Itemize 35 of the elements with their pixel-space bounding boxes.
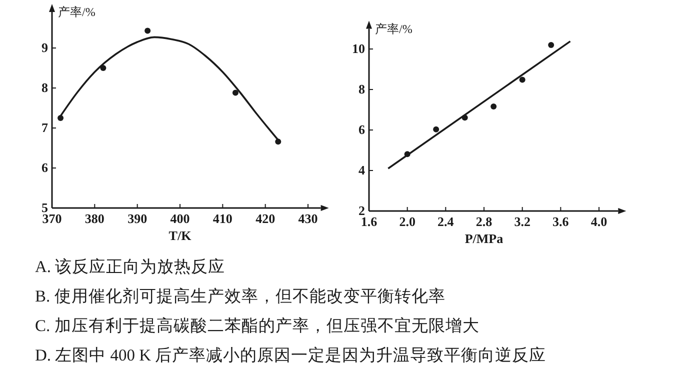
x-tick-label: 2.8 (476, 214, 493, 229)
point (58, 115, 64, 121)
text: C. 加压有利于提高碳酸二苯酯的产率，但压强不宜无限增大 (35, 316, 480, 335)
x-tick-label: 410 (212, 211, 232, 226)
y-tick-label: 10 (352, 41, 365, 56)
text: B. 使用催化剂可提高生产效率，但不能改变平衡转化率 (35, 286, 446, 306)
x-tick-label: 380 (84, 211, 104, 226)
x-axis-title: P/MPa (464, 231, 504, 246)
x-tick-label: 3.2 (514, 214, 530, 229)
x-tick-label: 2.0 (399, 214, 416, 229)
point (232, 90, 238, 96)
point (519, 76, 526, 83)
x-tick-label: 420 (256, 211, 276, 226)
y-axis-title: 产率/% (375, 22, 412, 36)
x-tick-label: 390 (128, 211, 148, 226)
y-tick-label: 7 (42, 120, 48, 135)
y-tick-label: 4 (358, 162, 366, 178)
y-tick-label: 8 (42, 80, 48, 95)
y-tick-label: 9 (42, 40, 48, 55)
x-axis-title: T/K (168, 228, 192, 243)
text: D. 左图中 400 K 后产率减小的原因一定是因为升温导致平衡向逆反应 (35, 346, 546, 364)
y-tick-label: 6 (42, 160, 48, 175)
x-tick-label: 3.6 (552, 214, 570, 229)
y-tick-label: 6 (358, 122, 366, 137)
point (433, 126, 440, 132)
text: A. 该反应正向为放热反应 (35, 257, 226, 276)
x-tick-label: 400 (170, 211, 190, 226)
x-tick-label: 430 (298, 211, 318, 226)
y-axis-title: 产率/% (58, 5, 96, 19)
point (144, 28, 151, 34)
x-tick-label: 4.0 (590, 214, 608, 229)
y-tick-label: 8 (358, 82, 366, 96)
point (490, 104, 497, 110)
x-tick-label: 2.4 (438, 214, 454, 229)
point (548, 42, 554, 48)
